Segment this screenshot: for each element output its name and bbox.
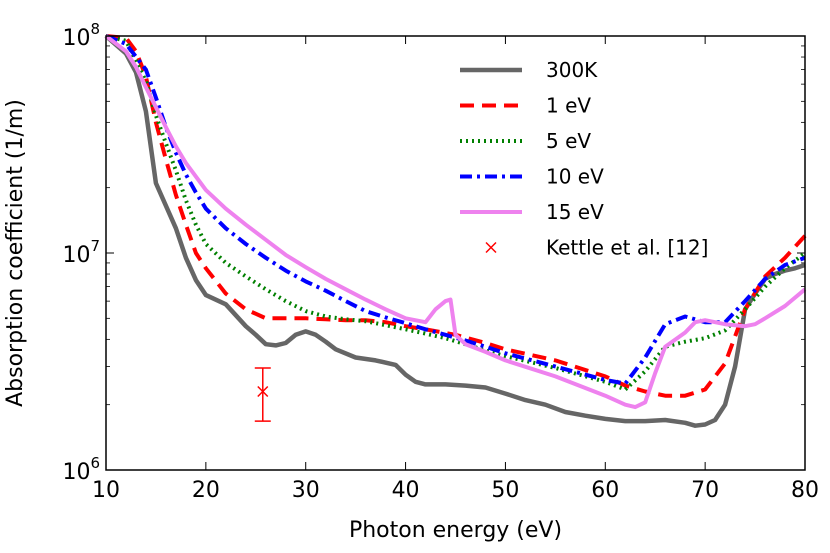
y-tick-label: 106 [62,454,100,485]
x-tick-label: 50 [491,478,519,503]
y-axis-label: Absorption coefficient (1/m) [3,99,28,407]
legend-label: 15 eV [546,200,604,224]
x-tick-label: 40 [392,478,420,503]
legend: 300K 1 eV 5 eV 10 eV 15 eV Kettle et al. [12] [460,58,708,260]
y-tick-label: 108 [62,20,100,51]
legend-label: 1 eV [546,94,591,118]
reference-point [254,367,271,422]
x-tick-label: 20 [192,478,220,503]
x-tick-label: 80 [791,478,819,503]
legend-label: 5 eV [546,129,591,153]
x-tick-label: 10 [92,478,120,503]
series-line-5-ev [105,34,807,392]
legend-label: 10 eV [546,165,604,189]
legend-ref-marker [485,241,497,254]
x-tick-label: 60 [591,478,619,503]
x-tick-label: 30 [292,478,320,503]
plot-frame [105,35,806,471]
plot-lines [104,34,807,428]
legend-label: 300K [546,58,598,82]
series-line-1-ev [105,34,807,398]
ref-x-marker [257,385,269,398]
legend-label: Kettle et al. [12] [546,236,708,260]
x-tick-labels: 10 20 30 40 50 60 70 80 [92,478,819,503]
y-tick-labels: 106 107 108 [62,20,100,485]
series-line-10-ev [105,34,806,386]
y-tick-label: 107 [62,237,100,268]
series-line-300k [104,34,806,428]
x-tick-label: 70 [691,478,719,503]
series-line-15-ev [104,34,807,410]
x-axis-label: Photon energy (eV) [349,518,562,543]
